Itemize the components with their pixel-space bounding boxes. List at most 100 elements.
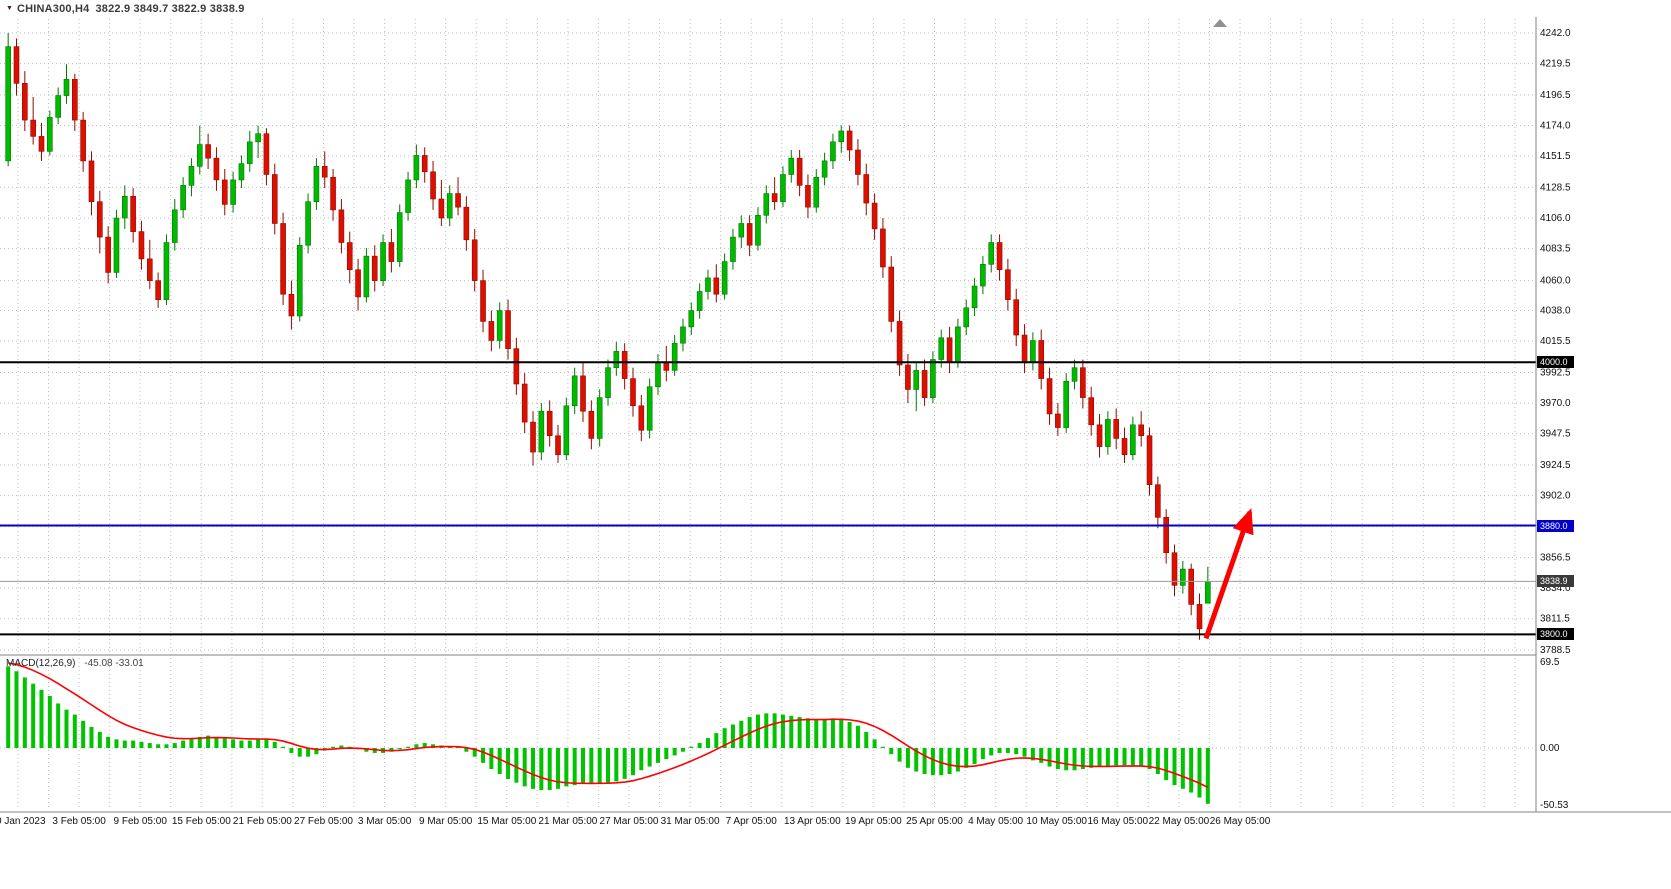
macd-histogram-bar: [1014, 748, 1019, 755]
candle-body: [1180, 568, 1186, 586]
price-tick-label: 4242.0: [1540, 28, 1571, 39]
time-tick-label: 19 Apr 05:00: [845, 816, 902, 827]
macd-histogram-bar: [172, 743, 177, 748]
macd-histogram-bar: [1164, 748, 1169, 781]
macd-histogram-bar: [964, 748, 969, 768]
candle-body: [1171, 552, 1178, 586]
candle-body: [72, 78, 78, 121]
candle-body: [996, 242, 1003, 271]
candles: [5, 33, 1211, 640]
candle-body: [988, 242, 995, 265]
candle-body: [346, 242, 353, 271]
candle-body: [38, 136, 45, 152]
macd-histogram-bar: [231, 739, 236, 748]
candle-body: [5, 46, 11, 162]
macd-histogram-bar: [905, 748, 910, 768]
candle-body: [205, 144, 211, 159]
price-tick-label: 4219.5: [1540, 59, 1571, 70]
price-tick-label: 3856.5: [1540, 552, 1571, 563]
candle-body: [563, 405, 570, 456]
time-tick-label: 21 Mar 05:00: [538, 816, 597, 827]
macd-indicator-label: MACD(12,26,9) -45.08 -33.01: [6, 658, 144, 669]
candle-body: [938, 337, 945, 360]
macd-histogram-bar: [497, 748, 502, 774]
candle-body: [696, 291, 703, 311]
candle-body: [630, 378, 636, 407]
price-tick-label: 3834.0: [1540, 583, 1571, 594]
macd-histogram-bar: [805, 718, 810, 748]
candle-body: [713, 277, 720, 295]
candle-body: [813, 176, 820, 208]
price-tick-label: 4196.5: [1540, 90, 1571, 101]
time-tick-label: 4 May 05:00: [968, 816, 1023, 827]
candle-body: [821, 160, 828, 178]
macd-histogram-bar: [830, 718, 835, 748]
macd-histogram-bar: [147, 743, 152, 748]
candle-body: [738, 223, 745, 238]
candle-body: [921, 370, 928, 398]
macd-histogram-bar: [705, 738, 710, 748]
candle-body: [480, 280, 486, 322]
candle-body: [355, 269, 361, 298]
candle-body: [1038, 340, 1045, 379]
symbol-menu-icon[interactable]: ▼: [6, 5, 13, 12]
candle-body: [513, 348, 520, 385]
macd-scale-label: 69.5: [1540, 657, 1560, 668]
macd-histogram-bar: [481, 748, 486, 763]
candle-body: [446, 193, 453, 219]
price-tick-label: 3788.5: [1540, 645, 1571, 656]
candle-body: [313, 166, 320, 203]
macd-histogram-bar: [680, 748, 685, 752]
candle-body: [930, 359, 936, 398]
macd-histogram-bar: [1064, 748, 1069, 771]
macd-histogram-bar: [672, 748, 677, 756]
macd-histogram-bar: [1155, 748, 1160, 774]
macd-histogram-bar: [722, 728, 727, 748]
candle-body: [588, 410, 595, 439]
time-tick-label: 13 Apr 05:00: [784, 816, 841, 827]
macd-histogram-bar: [1089, 748, 1094, 768]
macd-histogram-bar: [764, 713, 769, 748]
macd-histogram-bar: [780, 714, 785, 748]
candle-body: [463, 206, 470, 241]
candle-body: [521, 383, 528, 423]
macd-values: -45.08 -33.01: [84, 658, 144, 669]
candle-body: [1063, 380, 1070, 428]
macd-histogram-bar: [181, 740, 186, 748]
candle-body: [771, 193, 778, 203]
macd-histogram-bar: [247, 740, 252, 748]
price-tick-label: 3992.5: [1540, 367, 1571, 378]
candle-body: [1146, 435, 1153, 485]
price-tick-label: 4060.0: [1540, 276, 1571, 287]
macd-histogram-bar: [1189, 748, 1194, 793]
time-tick-label: 3 Mar 05:00: [358, 816, 412, 827]
candle-body: [746, 223, 753, 246]
macd-histogram-bar: [214, 736, 219, 748]
time-tick-label: 26 May 05:00: [1210, 816, 1271, 827]
macd-histogram-bar: [772, 713, 777, 748]
macd-histogram-bar: [131, 740, 136, 748]
candle-body: [680, 326, 686, 344]
candle-body: [163, 242, 170, 300]
candle-body: [55, 95, 61, 118]
macd-histogram-bar: [880, 746, 885, 748]
trend-arrow[interactable]: [1203, 508, 1254, 640]
macd-histogram-bar: [1022, 748, 1027, 757]
macd-histogram-bar: [914, 748, 919, 772]
candle-body: [1030, 340, 1036, 363]
candle-body: [1096, 424, 1103, 447]
macd-histogram-bar: [655, 748, 660, 763]
candle-body: [855, 149, 861, 175]
macd-histogram-bar: [139, 741, 144, 748]
macd-histogram-bar: [714, 733, 719, 748]
candle-body: [122, 195, 128, 219]
price-tick-label: 3924.5: [1540, 460, 1571, 471]
candle-body: [605, 367, 611, 398]
chart-shift-marker-icon[interactable]: [1213, 19, 1227, 27]
candle-body: [955, 326, 961, 363]
macd-histogram-bar: [589, 748, 594, 784]
candle-body: [113, 217, 120, 273]
macd-histogram-bar: [581, 748, 586, 784]
macd-histogram-bar: [464, 748, 469, 752]
